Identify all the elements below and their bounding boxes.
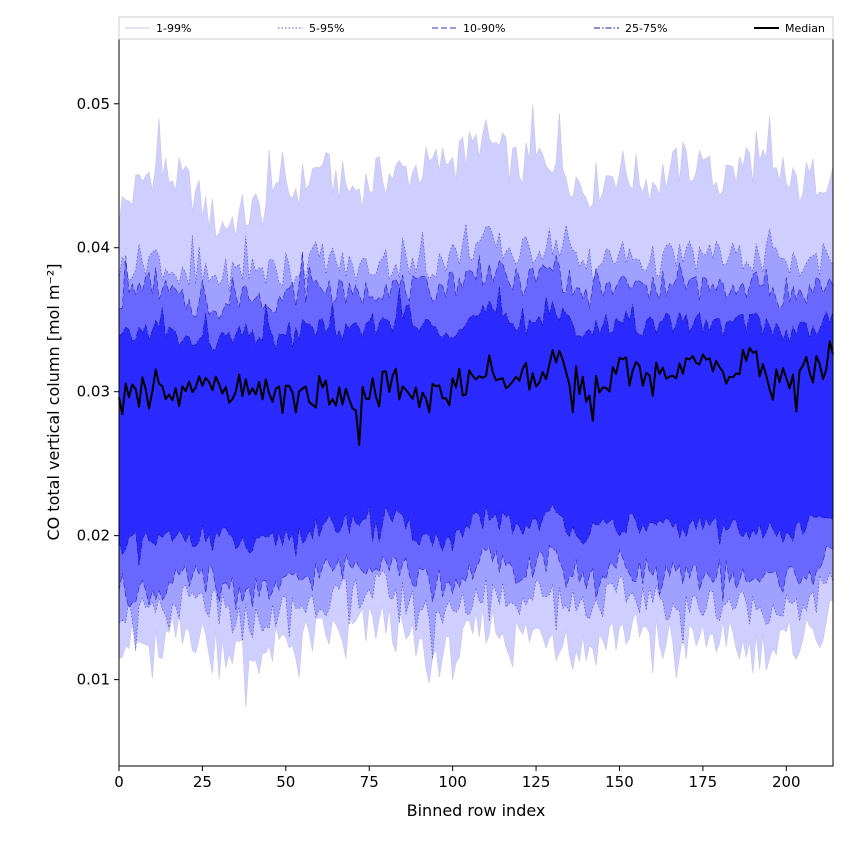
y-axis-title: CO total vertical column [mol m⁻²] — [44, 263, 63, 540]
legend-label-1-99%: 1-99% — [156, 22, 191, 35]
legend-label-Median: Median — [785, 22, 825, 35]
band-5-95%-lower-line — [118, 569, 834, 659]
legend-box — [118, 16, 834, 40]
y-tick-label: 0.05 — [77, 95, 110, 113]
band-25-75%-upper-line — [118, 287, 834, 351]
x-tick-label: 150 — [605, 773, 634, 791]
legend: 1-99% 5-95% 10-90% 25-75% Median — [118, 16, 834, 40]
band-25-75%-lower-line — [118, 503, 834, 566]
x-tick-label: 125 — [522, 773, 551, 791]
median-layer — [118, 340, 834, 446]
legend-label-25-75%: 25-75% — [625, 22, 667, 35]
band-1-99%-upper-line — [118, 104, 834, 238]
y-tick-label: 0.03 — [77, 383, 110, 401]
x-tick-label: 50 — [276, 773, 295, 791]
y-tick-label: 0.02 — [77, 527, 110, 545]
y-axis: 0.01 0.02 0.03 0.04 0.05 — [77, 95, 119, 689]
x-tick-label: 0 — [114, 773, 124, 791]
bands-layer — [118, 104, 834, 708]
x-axis-title: Binned row index — [407, 801, 546, 820]
y-tick-label: 0.01 — [77, 671, 110, 689]
x-tick-label: 25 — [193, 773, 212, 791]
median-line — [118, 340, 834, 446]
x-tick-label: 75 — [360, 773, 379, 791]
legend-label-10-90%: 10-90% — [463, 22, 505, 35]
y-tick-label: 0.04 — [77, 239, 110, 257]
band-1-99%-lower-line — [118, 599, 834, 708]
x-tick-label: 200 — [772, 773, 801, 791]
x-tick-label: 175 — [689, 773, 718, 791]
band-10-90%-upper-line — [118, 251, 834, 320]
band-10-90%-lower-line — [118, 544, 834, 611]
x-axis: 0 25 50 75 100 125 150 175 200 — [114, 766, 801, 791]
band-25-75%-area — [119, 287, 833, 566]
legend-label-5-95%: 5-95% — [309, 22, 344, 35]
x-tick-label: 100 — [438, 773, 467, 791]
